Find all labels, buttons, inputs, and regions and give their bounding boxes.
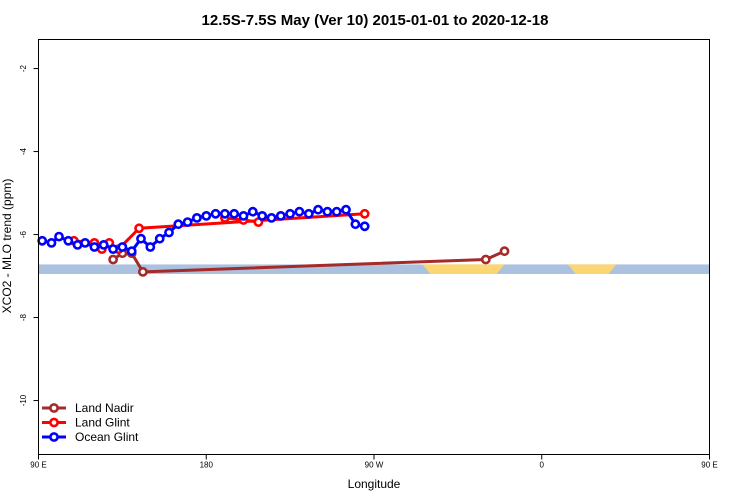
data-point xyxy=(108,244,118,254)
series-layer xyxy=(37,204,510,277)
data-point xyxy=(173,219,184,230)
data-point xyxy=(134,223,144,234)
data-point xyxy=(98,239,109,250)
data-point xyxy=(359,208,370,219)
data-point xyxy=(145,242,156,252)
series-group xyxy=(37,204,370,257)
data-point xyxy=(294,206,305,217)
data-point xyxy=(201,210,212,221)
data-point xyxy=(72,239,83,250)
data-point xyxy=(117,242,128,252)
data-point xyxy=(89,242,100,252)
data-point xyxy=(182,217,193,227)
data-point xyxy=(247,206,258,217)
data-point xyxy=(191,212,202,223)
data-point xyxy=(359,221,370,232)
data-point xyxy=(154,233,165,244)
series-line xyxy=(73,212,365,251)
x-axis-ticks: 90 E 180 90 W 0 90 E xyxy=(30,454,718,470)
data-point xyxy=(108,254,118,265)
data-point xyxy=(341,204,351,215)
land-highlight xyxy=(422,264,505,274)
data-point xyxy=(63,235,74,246)
y-tick-label: -6 xyxy=(19,230,28,238)
x-tick-label: 0 xyxy=(540,461,545,470)
data-point xyxy=(331,206,342,217)
x-tick-label: 180 xyxy=(200,461,214,470)
legend-swatch-marker xyxy=(49,432,59,442)
land-highlights xyxy=(422,264,617,274)
data-point xyxy=(136,233,146,244)
x-tick-label: 90 E xyxy=(30,461,46,470)
plot-frame xyxy=(38,39,710,455)
data-point xyxy=(350,219,361,230)
data-point xyxy=(80,237,90,248)
data-point xyxy=(285,208,295,219)
data-point xyxy=(126,246,137,257)
legend-label: Land Glint xyxy=(75,416,130,430)
chart-title: 12.5S-7.5S May (Ver 10) 2015-01-01 to 20… xyxy=(202,12,549,29)
y-tick-label: -8 xyxy=(19,313,28,321)
legend-label: Ocean Glint xyxy=(75,430,139,444)
data-point xyxy=(238,210,249,221)
data-point xyxy=(229,208,240,219)
x-tick-label: 90 E xyxy=(701,461,717,470)
data-point xyxy=(210,208,221,219)
data-point xyxy=(257,210,268,221)
data-point xyxy=(219,208,230,219)
y-tick-label: -2 xyxy=(19,64,28,72)
x-axis-label: Longitude xyxy=(348,477,401,491)
data-point xyxy=(164,227,174,238)
data-point xyxy=(37,235,48,246)
data-point xyxy=(499,246,510,257)
land-highlight xyxy=(567,264,617,274)
x-tick-label: 90 W xyxy=(365,461,384,470)
y-tick-label: -10 xyxy=(19,394,28,406)
data-point xyxy=(266,212,277,223)
legend-item: Land Glint xyxy=(42,416,130,430)
legend-swatch-marker xyxy=(49,417,59,428)
data-point xyxy=(303,208,314,219)
data-point xyxy=(54,231,64,242)
land-band-rect xyxy=(38,264,710,274)
y-axis-label: XCO2 - MLO trend (ppm) xyxy=(0,179,14,314)
legend-item: Ocean Glint xyxy=(42,430,139,444)
data-point xyxy=(322,206,333,217)
y-tick-label: -4 xyxy=(19,147,28,155)
data-point xyxy=(46,237,57,248)
legend-label: Land Nadir xyxy=(75,401,134,415)
y-axis-ticks: -2 -4 -6 -8 -10 xyxy=(19,64,39,406)
data-point xyxy=(275,210,286,221)
data-point xyxy=(313,204,323,215)
legend-swatch-marker xyxy=(49,403,59,413)
data-point xyxy=(137,266,148,277)
data-point xyxy=(480,254,491,265)
land-band xyxy=(38,264,710,274)
legend-item: Land Nadir xyxy=(42,401,134,415)
